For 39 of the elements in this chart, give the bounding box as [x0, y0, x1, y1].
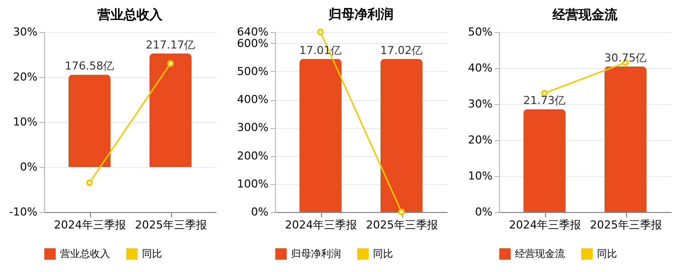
- y-tick-label: -10%: [9, 206, 38, 218]
- y-tick-label: 20%: [13, 70, 38, 84]
- y-tick-label: 50%: [468, 26, 492, 38]
- y-tick-label: 20%: [468, 134, 492, 146]
- legend-label: 同比: [373, 248, 393, 260]
- y-tick-label: 0%: [251, 206, 268, 218]
- y-tick-label: 200%: [237, 149, 268, 162]
- data-label: 176.58亿: [64, 60, 114, 73]
- y-tick-label: 400%: [237, 93, 268, 106]
- legend-label: 同比: [142, 248, 162, 260]
- y-tick-label: 10%: [13, 116, 38, 128]
- legend-label: 同比: [597, 248, 617, 260]
- legend-label: 营业总收入: [60, 248, 110, 260]
- y-tick-label: 40%: [468, 62, 492, 74]
- x-tick-label: 2024年三季报: [509, 218, 581, 232]
- legend-label: 归母净利润: [291, 248, 341, 260]
- x-tick-label: 2024年三季报: [54, 218, 126, 232]
- y-tick-label: 10%: [468, 170, 492, 182]
- y-tick-label: 30%: [468, 98, 492, 110]
- data-label: 17.02亿: [380, 44, 423, 57]
- y-tick-label: 30%: [13, 26, 38, 38]
- x-tick-label: 2025年三季报: [135, 218, 207, 232]
- y-tick-label: 600%: [237, 36, 268, 50]
- y-tick-label: 0%: [475, 206, 492, 218]
- data-label: 21.73亿: [523, 94, 566, 108]
- chart-title: 经营现金流: [552, 7, 618, 23]
- data-label: 217.17亿: [146, 38, 196, 52]
- data-label: 30.75亿: [604, 51, 647, 64]
- legend-label: 经营现金流: [515, 248, 565, 260]
- x-tick-label: 2024年三季报: [285, 218, 357, 232]
- chart-title: 营业总收入: [96, 7, 164, 23]
- y-tick-label: 100%: [237, 177, 268, 190]
- x-tick-label: 2025年三季报: [590, 218, 662, 232]
- y-tick-label: 300%: [237, 121, 268, 134]
- x-tick-label: 2025年三季报: [366, 218, 438, 232]
- chart-title: 归母净利润: [328, 6, 394, 23]
- y-tick-label: 0%: [20, 160, 38, 174]
- y-tick-label: 640%: [237, 26, 268, 38]
- y-tick-label: 500%: [237, 64, 268, 78]
